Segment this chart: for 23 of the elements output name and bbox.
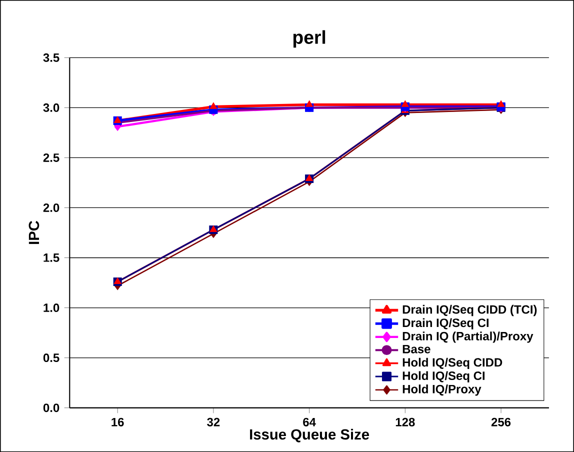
y-tick-label: 3.0 [43,103,60,112]
legend-label: Base [402,344,430,354]
y-tick-label: 0.5 [43,353,60,362]
legend-label: Hold IQ/Proxy [402,384,482,396]
y-tick-label: 2.5 [43,153,60,162]
y-tick-label: 1.0 [44,303,60,312]
legend-label: Hold IQ/Seq CIDD [402,358,502,369]
x-tick-label: 64 [303,418,316,426]
x-tick-label: 32 [207,418,220,426]
x-tick-label: 256 [491,418,511,426]
x-tick-label: 128 [396,418,415,426]
legend-label: Drain IQ (Partial)/Proxy [402,332,534,343]
legend-label: Hold IQ/Seq CI [402,371,485,382]
chart-title: perl [293,30,326,48]
y-tick-label: 3.5 [43,53,60,62]
x-tick-label: 16 [112,418,124,426]
y-tick-label: 0.0 [43,403,60,412]
legend-label: Drain IQ/Seq CIDD (TCI) [402,304,537,316]
y-axis-title: IPC [28,220,40,244]
legend-label: Drain IQ/Seq CI [402,318,489,330]
x-axis-title: Issue Queue Size [250,428,370,442]
y-tick-label: 2.0 [43,203,60,212]
y-tick-label: 1.5 [44,253,60,262]
